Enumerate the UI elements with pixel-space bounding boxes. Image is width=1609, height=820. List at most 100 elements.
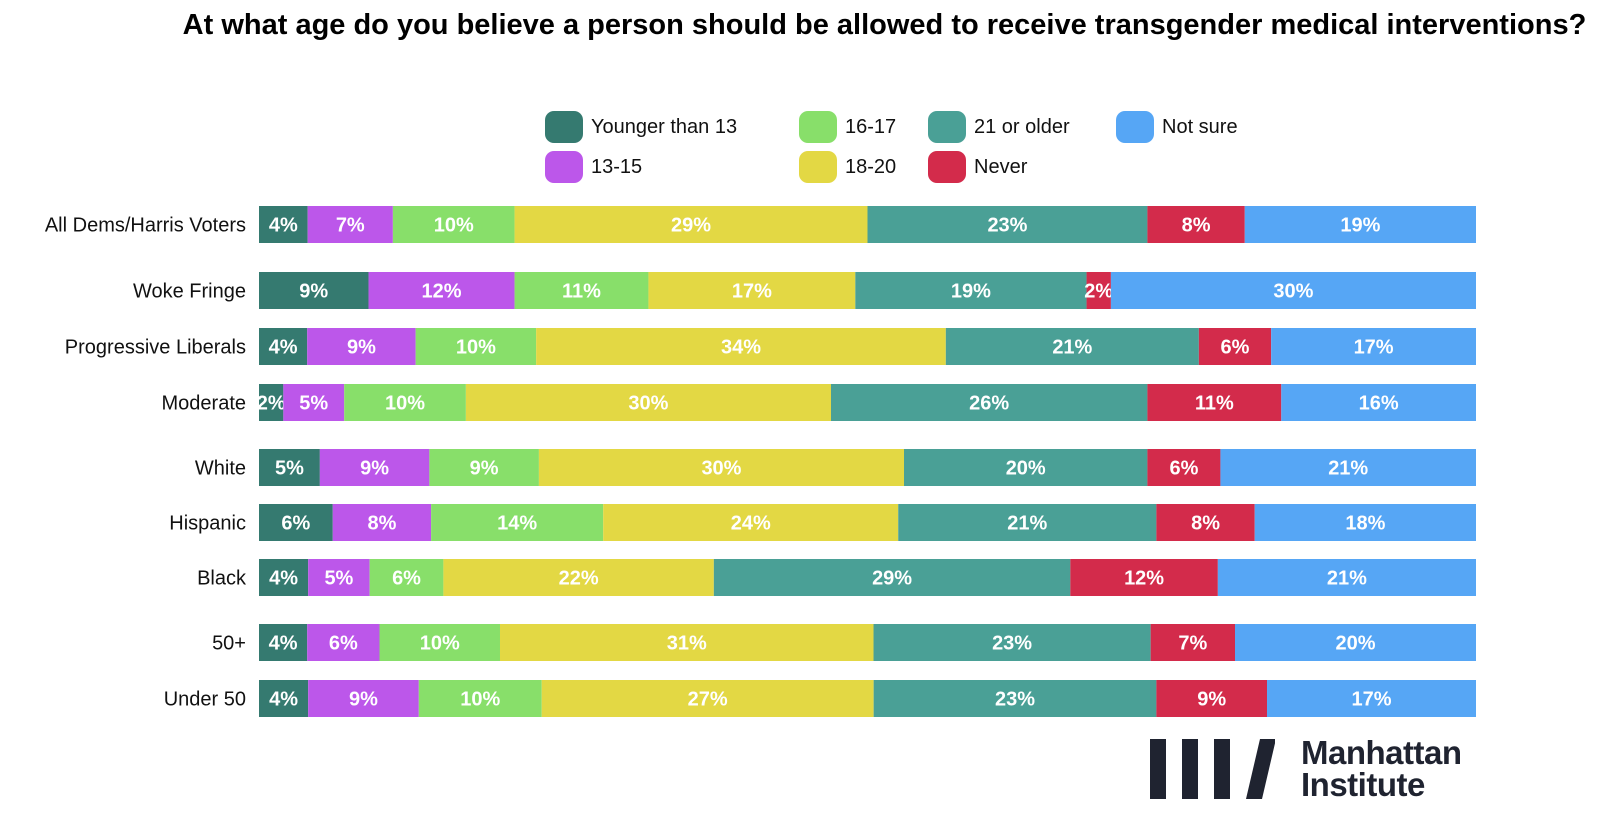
bar-segment	[332, 504, 432, 541]
legend-label: 18-20	[845, 155, 897, 178]
manhattan-institute-logo: Manhattan Institute	[1150, 734, 1462, 801]
data-label: 10%	[456, 337, 496, 359]
data-label: 6%	[329, 633, 358, 655]
bar-segment	[873, 624, 1151, 661]
bar-segment	[369, 559, 444, 596]
chart-title: At what age do you believe a person shou…	[182, 9, 1587, 41]
category-label: Under 50	[164, 689, 246, 711]
data-label: 5%	[299, 393, 328, 415]
data-label: 29%	[872, 568, 912, 590]
bar-segment	[1110, 272, 1476, 309]
legend-item-younger-than-13: Younger than 13	[545, 111, 737, 143]
bar-segment	[867, 206, 1148, 243]
data-label: 22%	[559, 568, 599, 590]
data-label: 17%	[732, 281, 772, 303]
data-label: 10%	[434, 215, 474, 237]
data-label: 9%	[470, 458, 499, 480]
legend-label: Younger than 13	[591, 115, 738, 138]
bar-row: Under 50 4% 9% 10% 27% 23% 9% 17%	[164, 680, 1476, 717]
data-label: 23%	[987, 215, 1027, 237]
data-label: 4%	[269, 337, 298, 359]
data-label: 7%	[1178, 633, 1207, 655]
data-label: 30%	[1273, 281, 1313, 303]
legend-item-18-20: 18-20	[799, 151, 896, 183]
data-label: 29%	[671, 215, 711, 237]
bar-segment	[713, 559, 1071, 596]
bar-segment	[307, 206, 393, 243]
bar-row: 50+ 4% 6% 10% 31% 23% 7% 20%	[212, 624, 1476, 661]
data-label: 17%	[1351, 689, 1391, 711]
bar-segment	[1147, 449, 1221, 486]
data-label: 30%	[628, 393, 668, 415]
legend-swatch	[799, 111, 837, 143]
bar-segment	[308, 680, 419, 717]
bar-segment	[904, 449, 1148, 486]
data-label: 21%	[1052, 337, 1092, 359]
bar-segment	[1281, 384, 1476, 421]
bar-segment	[379, 624, 500, 661]
data-label: 6%	[1169, 458, 1198, 480]
data-label: 11%	[1195, 393, 1234, 415]
data-label: 19%	[1340, 215, 1380, 237]
data-label: 9%	[347, 337, 376, 359]
data-label: 6%	[281, 513, 310, 535]
data-label: 5%	[324, 568, 353, 590]
data-label: 23%	[992, 633, 1032, 655]
data-label: 4%	[269, 689, 298, 711]
bar-segment	[514, 206, 868, 243]
data-label: 23%	[995, 689, 1035, 711]
bar-segment	[1244, 206, 1476, 243]
data-label: 9%	[349, 689, 378, 711]
bar-segment	[603, 504, 899, 541]
data-label: 34%	[721, 337, 761, 359]
legend-label: 13-15	[591, 155, 643, 178]
data-label: 11%	[562, 281, 601, 303]
bar-segment	[368, 272, 515, 309]
legend-label: Never	[974, 155, 1028, 178]
logo-text-line1: Manhattan	[1301, 734, 1462, 771]
bar-segment	[1147, 384, 1282, 421]
data-label: 21%	[1007, 513, 1047, 535]
bar-row: All Dems/Harris Voters 4% 7% 10% 29% 23% 8% 19%	[45, 206, 1476, 243]
bar-row: Progressive Liberals 4% 9% 10% 34% 21% 6% 17%	[65, 328, 1476, 365]
bar-segment	[465, 384, 831, 421]
data-label: 7%	[336, 215, 365, 237]
bar-segment	[319, 449, 430, 486]
bar-segment	[1086, 272, 1111, 309]
bar-segment	[1217, 559, 1476, 596]
bar-segment	[830, 384, 1148, 421]
category-label: Progressive Liberals	[65, 337, 246, 359]
bar-segment	[855, 272, 1087, 309]
legend-item-never: Never	[928, 151, 1027, 183]
bar-segment	[945, 328, 1199, 365]
legend-item-16-17: 16-17	[799, 111, 896, 143]
bar-segment	[443, 559, 714, 596]
bar-row: White 5% 9% 9% 30% 20% 6% 21%	[195, 449, 1476, 486]
bar-segment	[259, 206, 308, 243]
bar-segment	[259, 449, 320, 486]
data-label: 14%	[497, 513, 537, 535]
bar-segment	[514, 272, 649, 309]
bar-segment	[1156, 504, 1255, 541]
data-label: 9%	[1197, 689, 1226, 711]
bar-segment	[648, 272, 856, 309]
bar-segment	[307, 624, 380, 661]
bar-segment	[307, 328, 416, 365]
bar-segment	[283, 384, 345, 421]
bar-segment	[499, 624, 874, 661]
data-label: 8%	[1182, 215, 1211, 237]
legend-item-21-or-older: 21 or older	[928, 111, 1070, 143]
legend-item-13-15: 13-15	[545, 151, 642, 183]
data-label: 16%	[1359, 393, 1399, 415]
bar-segment	[536, 328, 946, 365]
bar-segment	[1235, 624, 1476, 661]
bar-segment	[1150, 624, 1236, 661]
legend-swatch	[928, 111, 966, 143]
data-label: 10%	[460, 689, 500, 711]
logo-mark-icon	[1150, 739, 1275, 799]
data-label: 4%	[269, 568, 298, 590]
category-label: Hispanic	[169, 513, 246, 535]
data-label: 19%	[951, 281, 991, 303]
data-label: 5%	[275, 458, 304, 480]
data-label: 9%	[360, 458, 389, 480]
